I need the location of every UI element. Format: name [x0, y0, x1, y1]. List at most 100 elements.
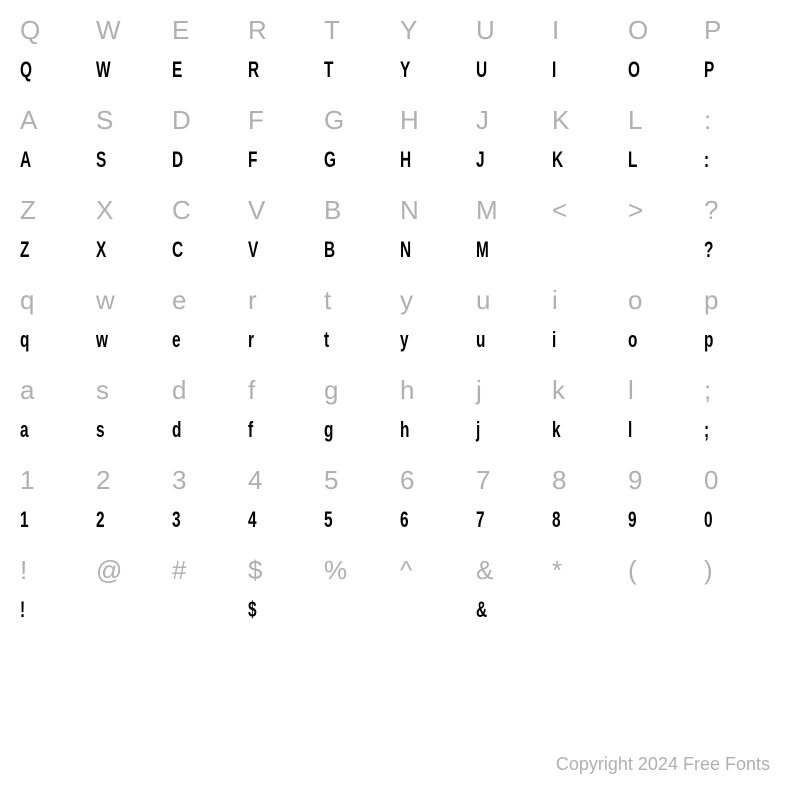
char-pair: ZZ — [20, 190, 96, 280]
display-char: B — [324, 230, 334, 270]
display-char: R — [248, 50, 258, 90]
display-char: e — [172, 320, 180, 360]
reference-char: a — [20, 370, 34, 410]
char-pair: YY — [400, 10, 476, 100]
display-char: 7 — [476, 500, 484, 540]
reference-char: S — [96, 100, 113, 140]
char-pair: 66 — [400, 460, 476, 550]
char-pair: EE — [172, 10, 248, 100]
display-char: T — [324, 50, 333, 90]
reference-char: y — [400, 280, 413, 320]
reference-char: E — [172, 10, 189, 50]
reference-char: r — [248, 280, 257, 320]
reference-char: Z — [20, 190, 36, 230]
char-pair: yy — [400, 280, 476, 370]
display-char: F — [248, 140, 257, 180]
display-char: E — [172, 50, 182, 90]
display-char: S — [96, 140, 106, 180]
char-pair: MM — [476, 190, 552, 280]
reference-char: U — [476, 10, 495, 50]
char-pair: ;; — [704, 370, 780, 460]
display-char: p — [704, 320, 713, 360]
reference-char: D — [172, 100, 191, 140]
char-pair: # — [172, 550, 248, 640]
char-pair: rr — [248, 280, 324, 370]
char-pair: && — [476, 550, 552, 640]
reference-char: 1 — [20, 460, 34, 500]
reference-char: : — [704, 100, 711, 140]
display-char: V — [248, 230, 258, 270]
char-pair: < — [552, 190, 628, 280]
char-pair: > — [628, 190, 704, 280]
char-pair: ) — [704, 550, 780, 640]
reference-char: p — [704, 280, 718, 320]
reference-char: 4 — [248, 460, 262, 500]
display-char: 4 — [248, 500, 256, 540]
display-char: q — [20, 320, 29, 360]
reference-char: 9 — [628, 460, 642, 500]
display-char: A — [20, 140, 30, 180]
display-char: t — [324, 320, 328, 360]
char-pair: 55 — [324, 460, 400, 550]
reference-char: B — [324, 190, 341, 230]
display-char: D — [172, 140, 182, 180]
char-pair: JJ — [476, 100, 552, 190]
char-pair: qq — [20, 280, 96, 370]
reference-char: i — [552, 280, 558, 320]
reference-char: N — [400, 190, 419, 230]
display-char: ; — [704, 410, 708, 450]
reference-char: l — [628, 370, 634, 410]
display-char: L — [628, 140, 637, 180]
char-pair: 33 — [172, 460, 248, 550]
reference-char: # — [172, 550, 186, 590]
display-char: P — [704, 50, 714, 90]
display-char: Z — [20, 230, 29, 270]
display-char: 0 — [704, 500, 712, 540]
char-pair: ii — [552, 280, 628, 370]
display-char: u — [476, 320, 485, 360]
display-char: U — [476, 50, 486, 90]
char-pair: :: — [704, 100, 780, 190]
char-pair: 22 — [96, 460, 172, 550]
reference-char: V — [248, 190, 265, 230]
reference-char: O — [628, 10, 648, 50]
char-pair: 99 — [628, 460, 704, 550]
reference-char: q — [20, 280, 34, 320]
display-char: W — [96, 50, 110, 90]
display-char: 8 — [552, 500, 560, 540]
display-char: 6 — [400, 500, 408, 540]
char-pair: UU — [476, 10, 552, 100]
reference-char: P — [704, 10, 721, 50]
char-pair: ss — [96, 370, 172, 460]
display-char: g — [324, 410, 333, 450]
reference-char: u — [476, 280, 490, 320]
reference-char: f — [248, 370, 255, 410]
char-pair: ww — [96, 280, 172, 370]
reference-char: 2 — [96, 460, 110, 500]
display-char: I — [552, 50, 556, 90]
char-pair: DD — [172, 100, 248, 190]
display-char: s — [96, 410, 104, 450]
reference-char: < — [552, 190, 567, 230]
display-char: O — [628, 50, 639, 90]
reference-char: 8 — [552, 460, 566, 500]
char-pair: LL — [628, 100, 704, 190]
reference-char: k — [552, 370, 565, 410]
char-pair: gg — [324, 370, 400, 460]
reference-char: ) — [704, 550, 713, 590]
display-char: y — [400, 320, 408, 360]
reference-char: 3 — [172, 460, 186, 500]
reference-char: 5 — [324, 460, 338, 500]
char-pair: PP — [704, 10, 780, 100]
reference-char: d — [172, 370, 186, 410]
reference-char: 6 — [400, 460, 414, 500]
display-char: j — [476, 410, 480, 450]
char-pair: SS — [96, 100, 172, 190]
display-char: J — [476, 140, 484, 180]
display-char: 2 — [96, 500, 104, 540]
char-pair: aa — [20, 370, 96, 460]
char-pair: dd — [172, 370, 248, 460]
reference-char: R — [248, 10, 267, 50]
reference-char: W — [96, 10, 121, 50]
reference-char: L — [628, 100, 642, 140]
